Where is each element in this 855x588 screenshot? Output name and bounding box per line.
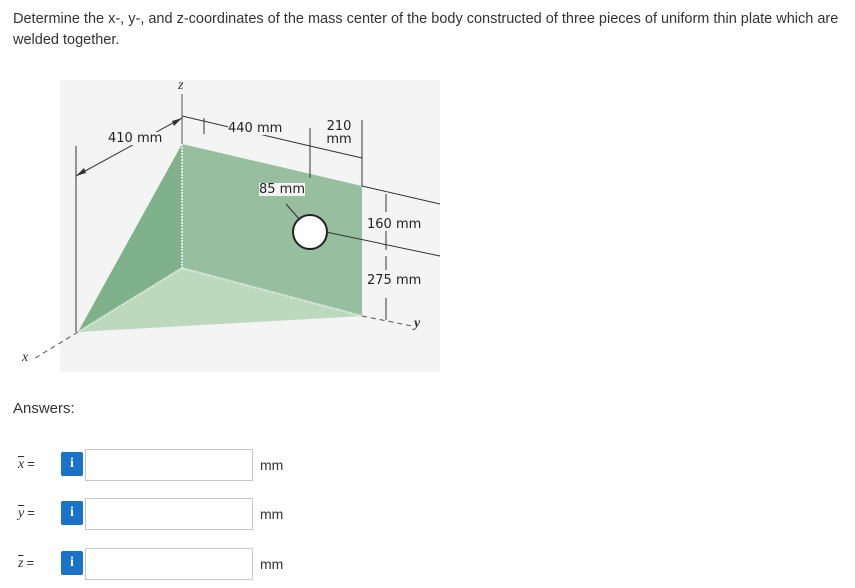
dim-410: 410 mm (108, 131, 163, 146)
back-plate (182, 144, 362, 316)
z-bar-unit: mm (260, 556, 284, 572)
dim-85: 85 mm (259, 182, 306, 197)
answer-row-x: x = i mm (0, 449, 320, 481)
y-bar-unit: mm (260, 506, 284, 522)
x-bar-label: x = (18, 456, 35, 473)
hole (292, 214, 328, 250)
dim-210-value: 210 (326, 119, 352, 134)
dim-210-unit: mm (326, 132, 352, 147)
bottom-plate (78, 268, 362, 332)
x-axis-label: x (22, 350, 29, 365)
dim-275: 275 mm (367, 273, 422, 288)
dim-210: 210 mm (324, 120, 354, 146)
answer-row-y: y = i mm (0, 498, 320, 530)
x-bar-equals: = (27, 456, 35, 471)
question-text: Determine the x-, y-, and z-coordinates … (13, 11, 839, 48)
z-bar-label: z = (18, 555, 34, 572)
dim-160: 160 mm (367, 217, 422, 232)
side-plate (78, 144, 182, 332)
z-bar-input[interactable] (85, 548, 253, 580)
z-bar-equals: = (26, 555, 35, 570)
z-bar-variable: z (18, 556, 24, 571)
dim-440: 440 mm (228, 121, 283, 136)
y-bar-equals: = (27, 505, 35, 520)
answers-heading: Answers: (13, 400, 75, 417)
y-bar-variable: y (18, 506, 25, 521)
x-bar-unit: mm (260, 457, 284, 473)
y-bar-input[interactable] (85, 498, 253, 530)
y-bar-label: y = (18, 505, 35, 522)
y-axis-label: y (414, 316, 421, 331)
x-bar-input[interactable] (85, 449, 253, 481)
info-icon[interactable]: i (61, 501, 83, 525)
x-bar-variable: x (18, 457, 25, 472)
plate-figure: 410 mm 440 mm 210 mm 85 mm 160 mm 275 mm… (0, 70, 445, 380)
z-axis-label: z (178, 78, 184, 93)
info-icon[interactable]: i (61, 551, 83, 575)
info-icon[interactable]: i (61, 452, 83, 476)
answer-row-z: z = i mm (0, 548, 320, 580)
